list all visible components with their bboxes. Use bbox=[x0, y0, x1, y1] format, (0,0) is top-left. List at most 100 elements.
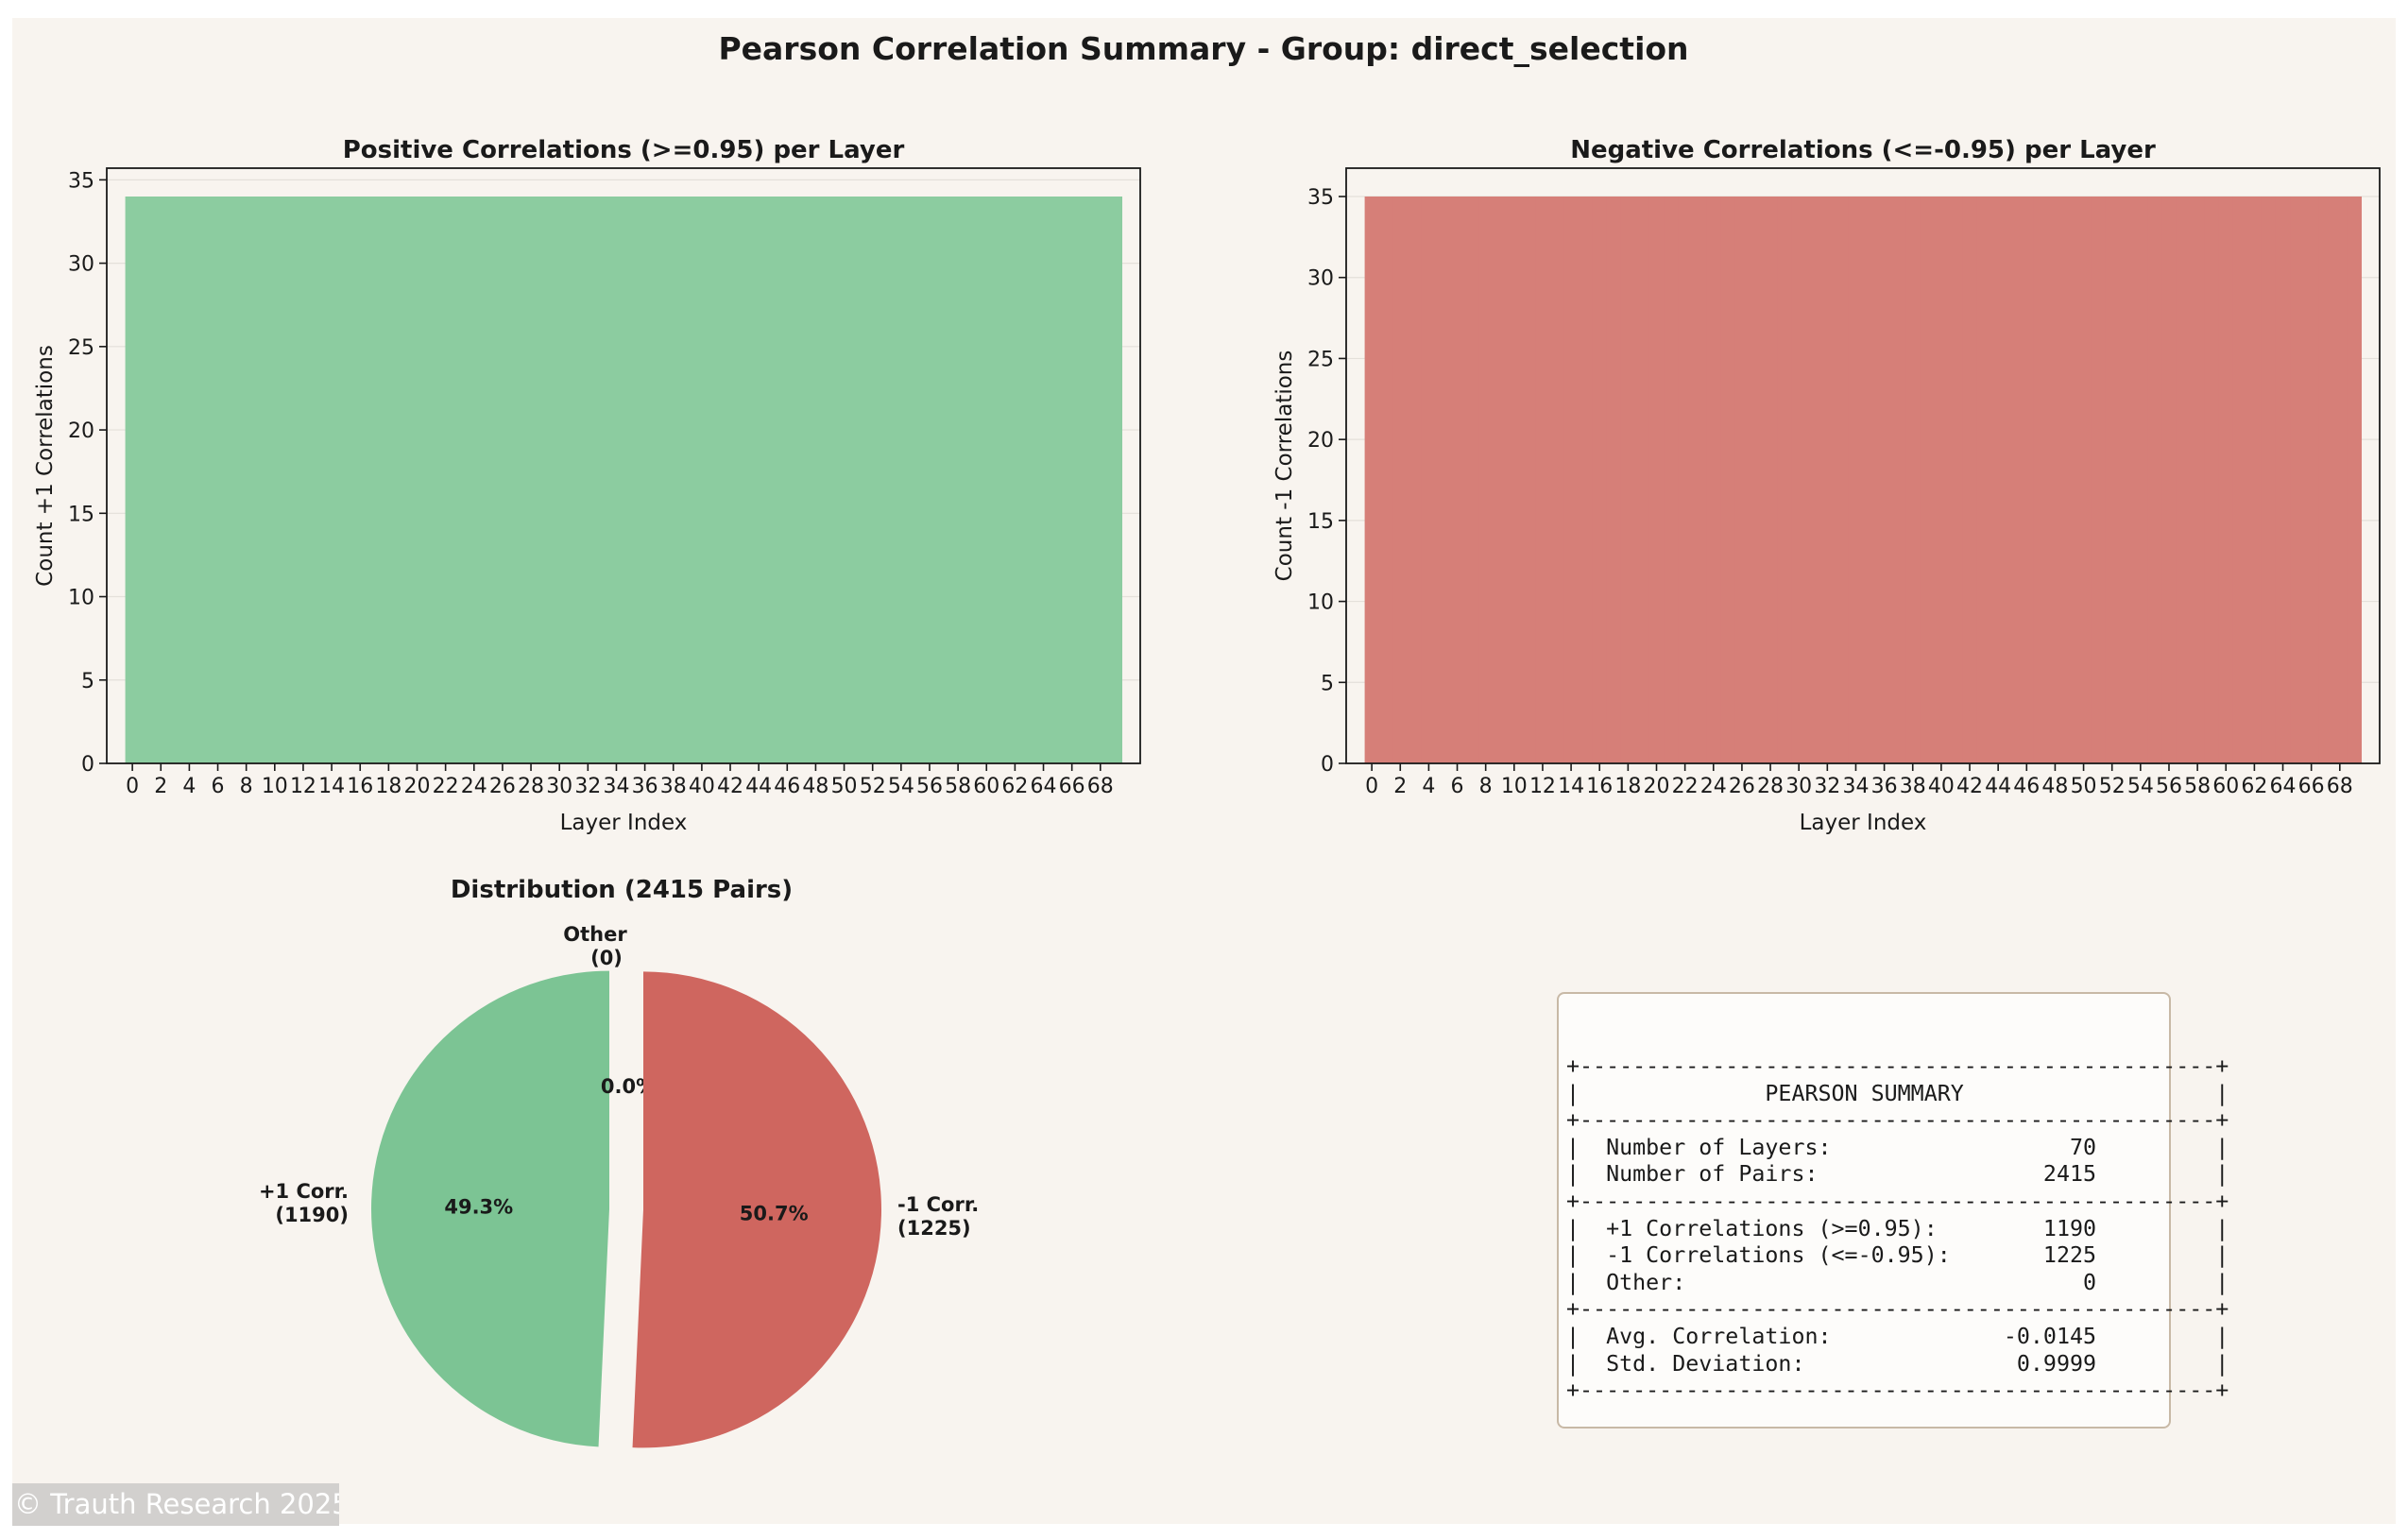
y-tick-label: 5 bbox=[81, 670, 94, 693]
bar bbox=[1877, 197, 1892, 763]
pearson-summary-text: +---------------------------------------… bbox=[1566, 1053, 2229, 1404]
x-tick-label: 28 bbox=[1757, 775, 1784, 798]
x-tick-label: 26 bbox=[1729, 775, 1755, 798]
x-tick-label: 16 bbox=[1586, 775, 1613, 798]
x-tick-label: 14 bbox=[1558, 775, 1584, 798]
y-tick-label: 25 bbox=[68, 336, 94, 360]
bar bbox=[225, 197, 240, 763]
x-tick-label: 60 bbox=[973, 775, 999, 798]
bar bbox=[2147, 197, 2163, 763]
bar bbox=[1791, 197, 1807, 763]
bar bbox=[666, 197, 681, 763]
bar bbox=[979, 197, 995, 763]
x-tick-label: 42 bbox=[1956, 775, 1983, 798]
x-tick-label: 10 bbox=[262, 775, 288, 798]
bar bbox=[1535, 197, 1551, 763]
bar bbox=[296, 197, 312, 763]
y-tick-label: 30 bbox=[1307, 267, 1334, 291]
x-tick-label: 24 bbox=[1700, 775, 1727, 798]
x-tick-label: 66 bbox=[2298, 775, 2325, 798]
y-axis-label: Count -1 Correlations bbox=[1272, 351, 1297, 582]
bar bbox=[367, 197, 383, 763]
x-tick-label: 8 bbox=[240, 775, 253, 798]
bar bbox=[2318, 197, 2333, 763]
y-tick-label: 35 bbox=[1307, 186, 1334, 210]
bar bbox=[1948, 197, 1964, 763]
bar bbox=[2275, 197, 2291, 763]
x-tick-label: 18 bbox=[1614, 775, 1641, 798]
x-tick-label: 48 bbox=[2041, 775, 2068, 798]
pie-slice bbox=[371, 970, 610, 1447]
axes-frame bbox=[1345, 167, 2381, 764]
pie-slice-count: (1225) bbox=[897, 1217, 971, 1240]
bar bbox=[1905, 197, 1921, 763]
axes-frame bbox=[106, 167, 1141, 764]
bar bbox=[139, 197, 155, 763]
bar bbox=[1478, 197, 1494, 763]
bar bbox=[1891, 197, 1906, 763]
bar bbox=[1962, 197, 1978, 763]
bar bbox=[1805, 197, 1821, 763]
bar bbox=[894, 197, 909, 763]
x-tick-label: 6 bbox=[1451, 775, 1464, 798]
bar bbox=[1093, 197, 1108, 763]
bar bbox=[1692, 197, 1707, 763]
bar bbox=[2047, 197, 2063, 763]
bar bbox=[1648, 197, 1665, 763]
bar bbox=[538, 197, 554, 763]
bar bbox=[608, 197, 624, 763]
bar bbox=[1378, 197, 1394, 763]
bar bbox=[1464, 197, 1479, 763]
bar bbox=[1777, 197, 1793, 763]
bar bbox=[552, 197, 568, 763]
bar bbox=[1606, 197, 1622, 763]
bar bbox=[1050, 197, 1066, 763]
pie-slice-count: (0) bbox=[590, 947, 623, 969]
x-tick-label: 22 bbox=[433, 775, 459, 798]
bar bbox=[652, 197, 667, 763]
bar bbox=[709, 197, 725, 763]
x-tick-label: 2 bbox=[1393, 775, 1407, 798]
bar bbox=[965, 197, 981, 763]
bar bbox=[2347, 197, 2363, 763]
x-tick-label: 52 bbox=[2099, 775, 2126, 798]
bar bbox=[2133, 197, 2148, 763]
bar bbox=[1364, 197, 1380, 763]
x-tick-label: 30 bbox=[1785, 775, 1812, 798]
x-tick-label: 44 bbox=[745, 775, 772, 798]
bar bbox=[1592, 197, 1608, 763]
bar bbox=[2290, 197, 2305, 763]
bar bbox=[594, 197, 610, 763]
bar bbox=[1934, 197, 1950, 763]
pie-slice bbox=[632, 971, 881, 1448]
x-tick-label: 28 bbox=[518, 775, 544, 798]
x-tick-label: 12 bbox=[1529, 775, 1556, 798]
bar bbox=[2119, 197, 2134, 763]
x-tick-label: 0 bbox=[126, 775, 139, 798]
bar bbox=[880, 197, 895, 763]
x-tick-label: 16 bbox=[347, 775, 373, 798]
x-tick-label: 2 bbox=[154, 775, 167, 798]
bar bbox=[181, 197, 197, 763]
x-tick-label: 56 bbox=[916, 775, 943, 798]
bar bbox=[1848, 197, 1864, 763]
bar bbox=[1521, 197, 1537, 763]
bar bbox=[1620, 197, 1636, 763]
x-tick-label: 10 bbox=[1501, 775, 1528, 798]
bar bbox=[1734, 197, 1750, 763]
bar bbox=[1549, 197, 1565, 763]
bar bbox=[837, 197, 852, 763]
pie-slice-count: (1190) bbox=[275, 1204, 349, 1226]
x-tick-label: 42 bbox=[717, 775, 743, 798]
bar bbox=[196, 197, 212, 763]
chart-title: Positive Correlations (>=0.95) per Layer bbox=[343, 136, 905, 164]
x-tick-label: 24 bbox=[461, 775, 487, 798]
bar bbox=[282, 197, 298, 763]
bar bbox=[481, 197, 496, 763]
bar bbox=[936, 197, 952, 763]
bar bbox=[950, 197, 966, 763]
y-tick-label: 25 bbox=[1307, 348, 1334, 371]
